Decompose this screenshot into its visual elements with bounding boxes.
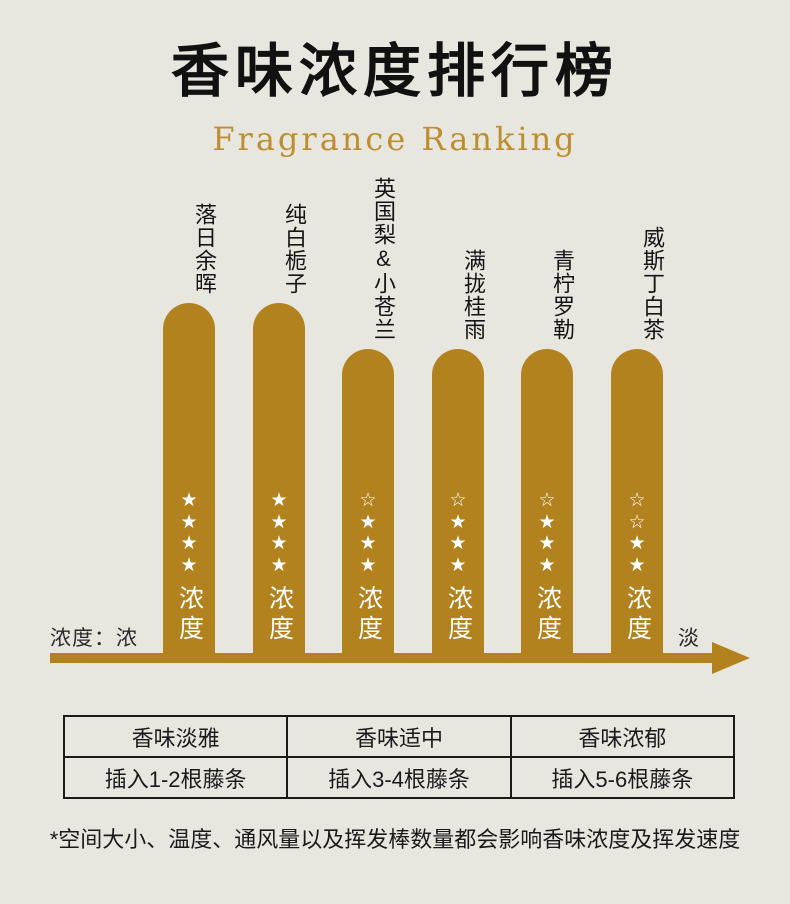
table-row-scent-level: 香味淡雅 香味适中 香味浓郁 [62,715,736,758]
bar-category-label: 青柠罗勒 [550,249,575,341]
star-rating-icon: ☆ ★ ★ ★ [359,490,377,576]
scent-strong-label: 香味浓郁 [509,715,736,758]
star-rating-icon: ★ ★ ★ ★ [180,490,198,576]
scent-medium-label: 香味适中 [286,715,512,758]
page-title: 香味浓度排行榜 [170,39,619,104]
bar-category-label: 英国梨&小苍兰 [371,177,396,341]
bar-category-label: 满拢桂雨 [461,249,486,341]
bar-inner-label: 浓度 [623,585,652,645]
scent-light-label: 香味淡雅 [62,715,289,758]
page-subtitle: Fragrance Ranking [212,120,578,158]
bar-inner-label: 浓度 [533,585,562,645]
sticks-5-6-label: 插入5-6根藤条 [509,756,736,799]
table-row-stick-count: 插入1-2根藤条 插入3-4根藤条 插入5-6根藤条 [62,756,736,799]
bar-inner-label: 浓度 [444,585,473,645]
fragrance-bar: ☆ ★ ★ ★ 浓度 [432,349,484,653]
axis-line [50,653,718,663]
star-rating-icon: ★ ★ ★ ★ [270,490,288,576]
bar-category-label: 落日余晖 [192,203,217,295]
usage-table: 香味淡雅 香味适中 香味浓郁 插入1-2根藤条 插入3-4根藤条 插入5-6根藤… [62,715,736,799]
sticks-1-2-label: 插入1-2根藤条 [62,756,289,799]
star-rating-icon: ☆ ☆ ★ ★ [628,490,646,576]
fragrance-bar: ★ ★ ★ ★ 浓度 [163,303,215,653]
fragrance-bar: ☆ ★ ★ ★ 浓度 [521,349,573,653]
axis-left-label: 浓度：浓 [50,627,138,650]
star-rating-icon: ☆ ★ ★ ★ [538,490,556,576]
fragrance-bar: ☆ ☆ ★ ★ 浓度 [611,349,663,653]
star-rating-icon: ☆ ★ ★ ★ [449,490,467,576]
axis-arrow-icon [712,642,750,674]
bar-category-label: 威斯丁白茶 [640,226,665,341]
fragrance-bar: ☆ ★ ★ ★ 浓度 [342,349,394,653]
bar-inner-label: 浓度 [265,585,294,645]
axis-right-label: 淡 [678,627,700,650]
footnote: *空间大小、温度、通风量以及挥发棒数量都会影响香味浓度及挥发速度 [49,827,741,852]
sticks-3-4-label: 插入3-4根藤条 [286,756,512,799]
fragrance-bar: ★ ★ ★ ★ 浓度 [253,303,305,653]
bar-inner-label: 浓度 [175,585,204,645]
bar-inner-label: 浓度 [354,585,383,645]
bar-category-label: 纯白栀子 [282,203,307,295]
